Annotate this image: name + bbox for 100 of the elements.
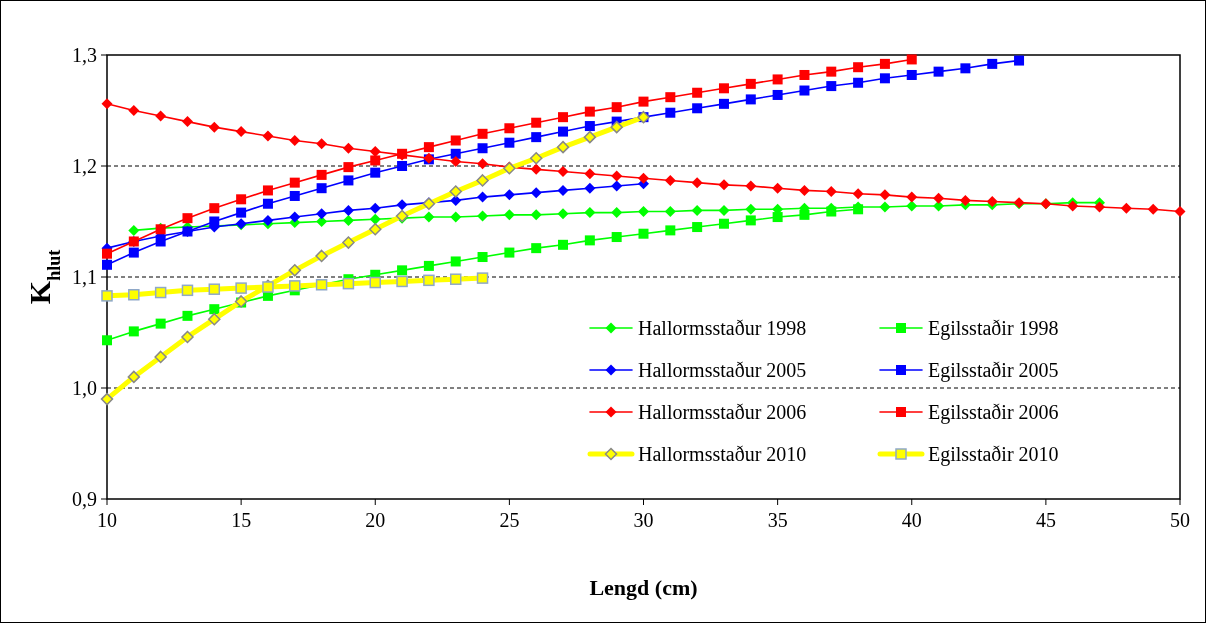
point bbox=[100, 392, 114, 406]
point bbox=[397, 265, 408, 276]
point bbox=[718, 204, 730, 216]
point bbox=[638, 172, 649, 184]
point bbox=[1014, 55, 1025, 66]
point bbox=[477, 210, 489, 222]
point bbox=[852, 188, 864, 200]
point bbox=[853, 62, 864, 73]
point bbox=[369, 223, 382, 236]
point bbox=[558, 112, 569, 123]
point bbox=[692, 87, 703, 98]
point bbox=[128, 247, 139, 258]
point bbox=[369, 276, 381, 289]
point bbox=[611, 170, 623, 182]
point bbox=[342, 277, 355, 290]
point bbox=[208, 312, 221, 326]
point bbox=[987, 58, 998, 69]
point bbox=[343, 175, 354, 186]
point bbox=[879, 189, 891, 201]
point bbox=[745, 203, 757, 215]
point bbox=[906, 69, 917, 80]
point bbox=[933, 192, 945, 204]
y-tick-label: 1,3 bbox=[72, 44, 97, 66]
point bbox=[476, 174, 489, 187]
point bbox=[906, 200, 918, 212]
point bbox=[450, 148, 461, 159]
point bbox=[584, 207, 596, 219]
point bbox=[209, 304, 220, 315]
point bbox=[879, 201, 891, 213]
point bbox=[449, 273, 462, 285]
point bbox=[450, 256, 461, 267]
point bbox=[235, 282, 247, 294]
y-tick-label: 1,0 bbox=[72, 377, 97, 399]
x-tick-label: 10 bbox=[97, 509, 117, 531]
point bbox=[369, 202, 381, 214]
point bbox=[745, 215, 756, 226]
point bbox=[853, 77, 864, 88]
point bbox=[960, 63, 971, 74]
point bbox=[531, 117, 542, 128]
point bbox=[289, 280, 301, 292]
point bbox=[691, 177, 703, 189]
point bbox=[450, 135, 461, 146]
x-tick-label: 20 bbox=[365, 509, 386, 531]
point bbox=[504, 123, 515, 134]
point bbox=[102, 248, 112, 259]
point bbox=[289, 134, 301, 146]
point bbox=[664, 206, 676, 218]
point bbox=[102, 259, 112, 270]
point bbox=[1094, 201, 1106, 213]
point bbox=[799, 209, 810, 220]
point bbox=[638, 206, 649, 218]
point bbox=[664, 174, 676, 186]
point bbox=[718, 98, 729, 109]
point bbox=[718, 179, 730, 191]
x-tick-label: 30 bbox=[633, 509, 654, 531]
legend-label: Hallormsstaður 2006 bbox=[638, 401, 807, 423]
point bbox=[558, 239, 569, 250]
x-tick-label: 15 bbox=[231, 509, 252, 531]
point bbox=[530, 187, 542, 199]
point bbox=[906, 191, 918, 203]
point bbox=[503, 209, 515, 221]
point bbox=[343, 162, 354, 173]
point bbox=[128, 105, 140, 116]
point bbox=[370, 155, 381, 166]
point bbox=[583, 130, 597, 144]
point bbox=[611, 232, 622, 243]
point bbox=[665, 225, 676, 236]
point bbox=[182, 310, 193, 321]
point bbox=[181, 284, 194, 297]
point bbox=[342, 204, 354, 216]
point bbox=[450, 156, 462, 168]
point bbox=[208, 283, 221, 295]
point bbox=[316, 183, 327, 194]
point bbox=[1147, 203, 1159, 215]
point bbox=[530, 209, 542, 221]
point bbox=[531, 132, 542, 143]
point bbox=[959, 194, 971, 206]
x-tick-label: 40 bbox=[901, 509, 922, 531]
point bbox=[933, 66, 944, 77]
point bbox=[208, 121, 220, 133]
legend-label: Hallormsstaður 2005 bbox=[638, 359, 807, 381]
point bbox=[316, 216, 328, 227]
point bbox=[154, 350, 167, 364]
point bbox=[154, 286, 167, 299]
point bbox=[530, 163, 542, 175]
point bbox=[181, 330, 194, 344]
point bbox=[772, 74, 783, 85]
point bbox=[638, 96, 649, 107]
point bbox=[611, 102, 622, 113]
point bbox=[396, 199, 408, 211]
point bbox=[262, 198, 273, 209]
x-tick-label: 45 bbox=[1035, 509, 1056, 531]
point bbox=[718, 218, 729, 229]
point bbox=[289, 190, 300, 201]
point bbox=[906, 54, 917, 65]
point bbox=[449, 185, 462, 198]
point bbox=[477, 191, 489, 203]
point bbox=[1174, 206, 1186, 218]
point bbox=[557, 166, 569, 178]
point bbox=[289, 211, 301, 223]
